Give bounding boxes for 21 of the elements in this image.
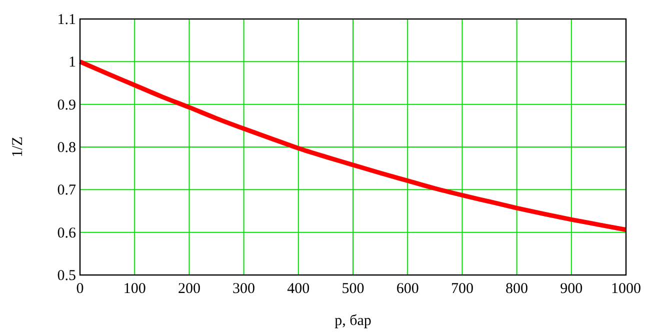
x-tick-label: 1000 [611,281,641,297]
y-tick-label: 0.7 [57,182,76,199]
x-tick-label: 100 [123,281,146,297]
y-axis-title: 1/Z [10,136,26,158]
y-tick-label: 0.6 [57,225,76,242]
x-tick-label: 500 [342,281,364,297]
x-tick-label: 900 [560,281,583,297]
x-tick-label: 600 [396,281,419,297]
x-tick-label: 800 [506,281,528,297]
x-axis-title: p, бар [334,313,372,329]
x-tick-label: 700 [450,281,474,297]
x-tick-label: 0 [76,281,84,297]
y-tick-label: 0.9 [57,97,76,114]
y-tick-label: 0.5 [57,268,76,284]
line-series [78,59,628,232]
x-tick-label: 200 [178,281,200,297]
y-tick-label: 1 [68,54,76,71]
x-tick-label: 400 [287,281,310,297]
x-tick-label: 300 [232,281,256,297]
y-tick-label: 0.8 [57,140,76,156]
y-tick-label: 1.1 [57,12,76,28]
